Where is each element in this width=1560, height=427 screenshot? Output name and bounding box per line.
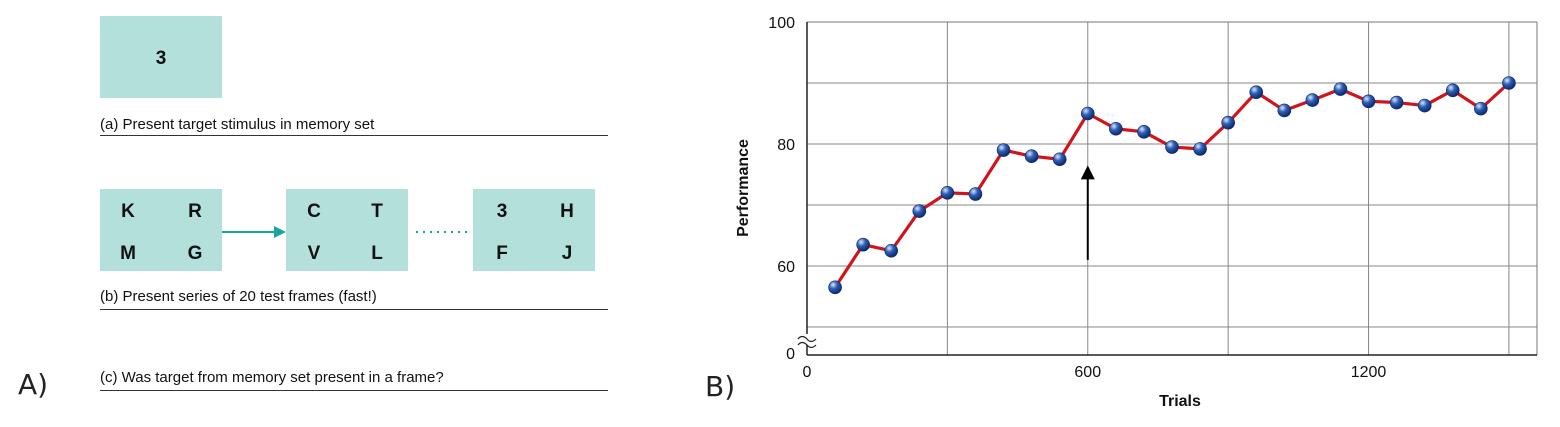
divider-a — [100, 135, 608, 136]
frame-letter: L — [371, 243, 383, 264]
frame-letter: F — [496, 243, 508, 264]
data-point — [1052, 152, 1067, 167]
frame-letter: R — [188, 201, 202, 222]
data-point — [912, 204, 927, 218]
x-tick-label: 0 — [803, 364, 812, 381]
data-point — [1137, 125, 1151, 139]
divider-b — [100, 309, 608, 310]
memory-target-letter: 3 — [155, 48, 167, 69]
test-frame-1: K R M G — [100, 189, 222, 271]
frame-letter: C — [307, 201, 321, 222]
dotted-continuation-icon — [416, 231, 470, 233]
data-point — [828, 280, 842, 295]
test-frame-2: C T V L — [286, 189, 408, 271]
x-axis-title: Trials — [1159, 393, 1201, 410]
data-point — [1305, 93, 1320, 107]
panel-a-label: A) — [18, 368, 49, 401]
y-tick-label: 100 — [768, 15, 795, 32]
series-line — [833, 81, 1511, 289]
x-tick-label: 1200 — [1351, 364, 1387, 381]
data-point — [1024, 149, 1039, 163]
data-point — [884, 243, 899, 258]
divider-c — [100, 390, 608, 391]
caption-a: (a) Present target stimulus in memory se… — [100, 116, 375, 133]
memory-set-frame: 3 — [100, 16, 222, 98]
arrow-right-icon — [222, 226, 286, 238]
panel-b-label: B) — [705, 370, 736, 403]
frame-letter: 3 — [496, 201, 508, 222]
frame-letter: H — [560, 201, 574, 222]
frame-letter: G — [187, 243, 203, 264]
data-point — [1417, 98, 1432, 113]
caption-c: (c) Was target from memory set present i… — [100, 369, 444, 386]
y-tick-label: 60 — [777, 259, 795, 276]
data-point — [856, 237, 870, 252]
caption-b: (b) Present series of 20 test frames (fa… — [100, 288, 377, 305]
y-tick-label: 80 — [777, 137, 795, 154]
data-point — [1165, 140, 1179, 154]
data-point — [1277, 103, 1292, 118]
axis-break-icon — [797, 335, 817, 349]
data-point — [1333, 82, 1348, 96]
data-point — [1445, 83, 1460, 98]
data-point — [1361, 94, 1376, 109]
data-point — [1193, 142, 1207, 156]
data-point — [1221, 115, 1235, 130]
data-point — [1474, 101, 1488, 116]
data-point — [996, 143, 1011, 157]
x-tick-label: 600 — [1074, 364, 1101, 381]
data-point — [1080, 106, 1095, 121]
frame-letter: M — [120, 243, 136, 264]
data-point — [968, 187, 983, 201]
frame-letter: K — [121, 201, 135, 222]
frame-letter: J — [561, 243, 573, 264]
data-point — [1109, 121, 1123, 136]
data-point — [1389, 95, 1404, 110]
data-point — [1502, 76, 1516, 90]
y-axis-title: Performance — [735, 139, 752, 237]
frame-letter: T — [371, 201, 383, 222]
test-frame-3: 3 H F J — [473, 189, 595, 271]
y-tick-label: 0 — [786, 346, 795, 363]
data-point — [1249, 85, 1264, 99]
frame-letter: V — [307, 243, 321, 264]
annotation-arrow-head — [1080, 165, 1095, 180]
data-point — [940, 186, 955, 200]
